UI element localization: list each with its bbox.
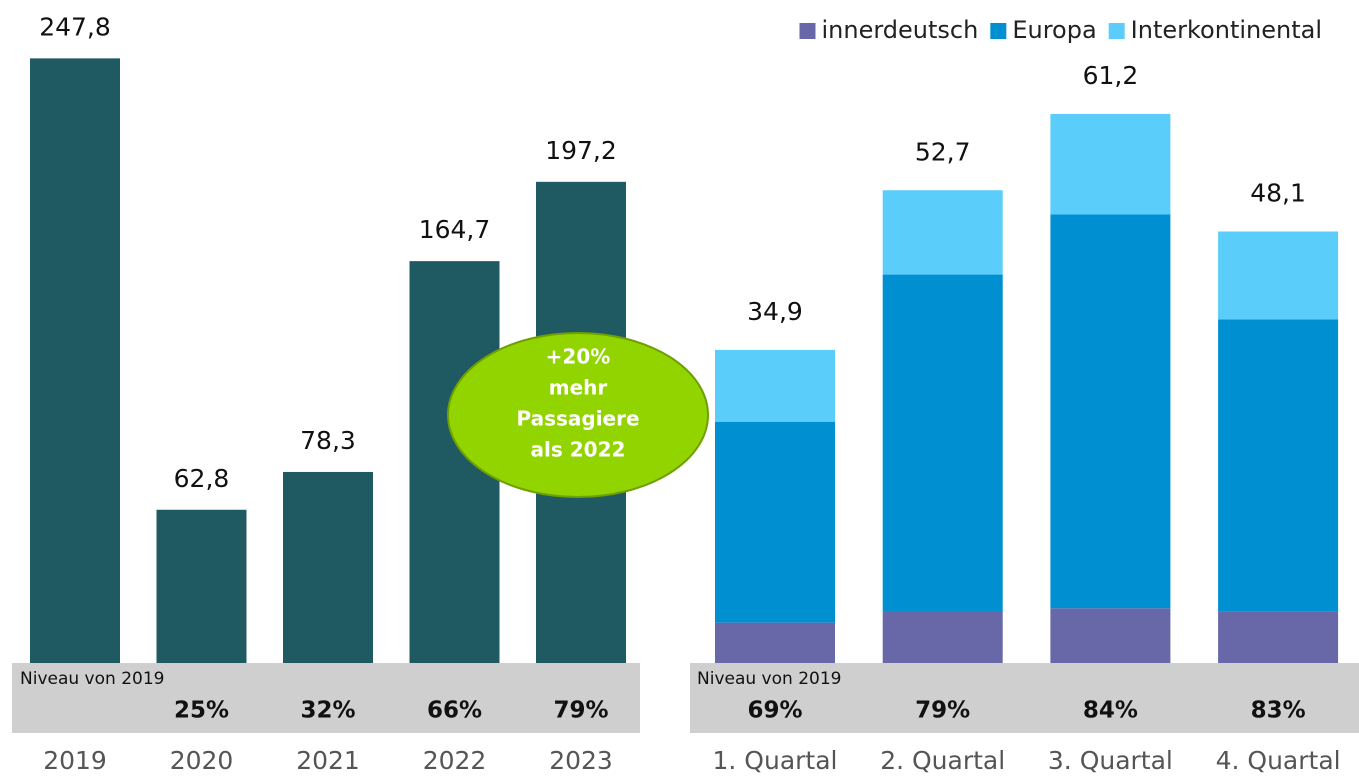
niveau-value: 83% xyxy=(1251,698,1306,724)
bar-segment xyxy=(882,190,1003,275)
annotation-text: als 2022 xyxy=(531,438,626,462)
niveau-title: Niveau von 2019 xyxy=(697,669,841,689)
x-tick-label: 2021 xyxy=(296,746,360,775)
bar xyxy=(30,58,120,664)
value-label: 62,8 xyxy=(174,464,230,493)
niveau-value: 69% xyxy=(747,698,802,724)
value-label: 164,7 xyxy=(419,215,491,244)
annotation-text: Passagiere xyxy=(516,407,639,431)
niveau-value: 84% xyxy=(1083,698,1138,724)
x-tick-label: 1. Quartal xyxy=(713,746,838,775)
x-tick-label: 2019 xyxy=(43,746,107,775)
legend-label: innerdeutsch xyxy=(821,16,978,44)
x-tick-label: 4. Quartal xyxy=(1216,746,1341,775)
niveau-value: 66% xyxy=(427,698,482,724)
value-label: 247,8 xyxy=(39,12,111,41)
bar-segment xyxy=(1050,608,1171,663)
bar-segment xyxy=(1218,319,1339,612)
niveau-title: Niveau von 2019 xyxy=(20,669,164,689)
x-tick-label: 2023 xyxy=(549,746,613,775)
legend-swatch xyxy=(1108,23,1125,39)
annotation-text: +20% xyxy=(546,345,611,369)
x-tick-label: 2020 xyxy=(170,746,234,775)
niveau-band xyxy=(690,663,1359,733)
bar-segment xyxy=(715,349,835,422)
x-tick-label: 2022 xyxy=(423,746,487,775)
niveau-value: 32% xyxy=(300,698,355,724)
x-tick-label: 2. Quartal xyxy=(880,746,1005,775)
bar-segment xyxy=(1218,231,1339,320)
legend-swatch xyxy=(799,23,816,39)
annotation-bubble xyxy=(447,332,709,498)
legend-label: Europa xyxy=(1012,16,1096,44)
bar xyxy=(156,509,247,663)
annotation-text: mehr xyxy=(549,376,608,400)
bar-segment xyxy=(1050,114,1171,215)
value-label: 197,2 xyxy=(545,136,617,165)
niveau-value: 25% xyxy=(174,698,229,724)
bar-segment xyxy=(882,274,1003,611)
total-label: 52,7 xyxy=(915,137,971,166)
niveau-band xyxy=(12,663,640,733)
total-label: 61,2 xyxy=(1083,61,1139,90)
bar-segment xyxy=(1050,214,1171,609)
value-label: 78,3 xyxy=(300,426,356,455)
legend-swatch xyxy=(990,23,1007,39)
bar-segment xyxy=(882,610,1003,663)
bar-segment xyxy=(715,622,835,663)
x-tick-label: 3. Quartal xyxy=(1048,746,1173,775)
niveau-value: 79% xyxy=(915,698,970,724)
bar-segment xyxy=(715,421,835,623)
bar xyxy=(283,471,373,663)
total-label: 34,9 xyxy=(747,297,803,326)
niveau-value: 79% xyxy=(553,698,608,724)
bar-segment xyxy=(1218,611,1339,663)
legend-label: Interkontinental xyxy=(1131,16,1322,44)
total-label: 48,1 xyxy=(1250,179,1306,208)
